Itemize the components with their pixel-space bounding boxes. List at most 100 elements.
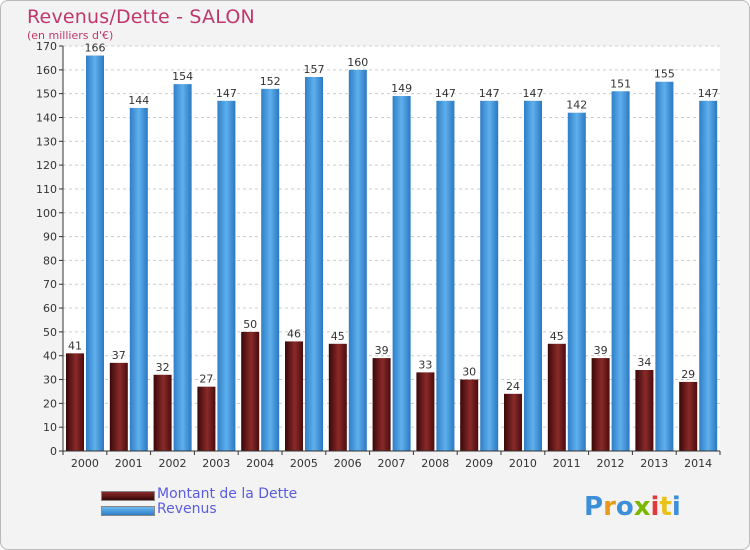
legend-item-revenue: Revenus [101,501,217,517]
x-tick-label: 2011 [553,457,581,470]
bar-debt [372,358,391,451]
bar-debt [66,353,84,451]
data-label-debt: 32 [156,361,170,374]
y-tick-label: 90 [43,231,57,244]
data-label-debt: 46 [287,327,301,340]
data-label-debt: 45 [550,330,564,343]
bar-revenue [699,100,718,451]
bar-debt [635,370,654,451]
plot-background [63,46,720,451]
x-tick-label: 2013 [640,457,668,470]
y-tick-label: 170 [36,40,57,53]
y-tick-label: 10 [43,421,57,434]
x-tick-label: 2014 [684,457,712,470]
data-label-revenue: 151 [610,77,631,90]
data-label-revenue: 142 [566,99,587,112]
y-tick-label: 160 [36,64,57,77]
data-label-revenue: 155 [654,68,675,81]
data-label-debt: 30 [462,366,476,379]
bar-debt [197,386,216,451]
y-tick-label: 70 [43,278,57,291]
bar-revenue [86,55,104,451]
bar-revenue [348,69,367,451]
y-tick-label: 0 [50,445,57,458]
x-tick-label: 2012 [597,457,625,470]
bar-debt [153,374,172,451]
bar-debt [547,343,566,451]
data-label-debt: 39 [594,344,608,357]
bar-revenue [129,107,148,452]
legend-item-debt: Montant de la Dette [101,486,297,502]
data-label-revenue: 152 [260,75,281,88]
bar-revenue [480,100,499,451]
data-label-debt: 24 [506,380,520,393]
bar-revenue [173,84,192,451]
bar-revenue [524,100,542,451]
data-label-revenue: 147 [435,87,456,100]
chart-subtitle: (en milliers d'€) [27,29,114,42]
proxiti-logo: Proxiti [584,492,681,522]
y-tick-label: 20 [43,397,57,410]
legend-swatch-debt [101,491,155,501]
plot-area [63,46,720,451]
y-tick-label: 120 [36,159,57,172]
data-label-revenue: 147 [216,87,237,100]
y-tick-label: 60 [43,302,57,315]
x-tick-label: 2008 [421,457,449,470]
data-label-revenue: 160 [347,56,368,69]
bar-debt [504,393,522,451]
data-label-revenue: 154 [172,70,193,83]
bar-revenue [392,96,411,451]
data-label-debt: 34 [637,356,651,369]
bar-revenue [305,76,323,452]
axes: 0 10 20 30 40 50 60 70 80 90 100 110 120 130 140 150 160… [36,40,721,470]
bar-revenue [655,81,674,451]
x-tick-label: 2007 [378,457,406,470]
data-label-revenue: 147 [479,87,500,100]
bar-debt [460,379,479,451]
bars [66,55,718,452]
y-tick-label: 30 [43,374,57,387]
y-tick-label: 110 [36,183,57,196]
bar-debt [285,341,303,451]
x-tick-label: 2000 [71,457,99,470]
value-labels: 41 166 37 144 32 154 27 147 50 152 46 157 45 160 39 149… [68,42,719,393]
bar-revenue [436,100,455,451]
bar-revenue [217,100,236,451]
bar-debt [328,343,347,451]
data-label-revenue: 147 [698,87,719,100]
data-label-revenue: 147 [523,87,544,100]
x-tick-label: 2009 [465,457,493,470]
data-label-revenue: 149 [391,82,412,95]
data-label-debt: 33 [418,358,432,371]
y-tick-label: 50 [43,326,57,339]
legend-label-debt: Montant de la Dette [157,486,298,502]
svg-text:Proxiti: Proxiti [584,492,681,522]
x-tick-label: 2006 [334,457,362,470]
y-tick-label: 80 [43,254,57,267]
legend-swatch-revenue [101,506,155,516]
data-label-revenue: 157 [304,63,325,76]
data-label-debt: 45 [331,330,345,343]
data-label-debt: 41 [68,339,82,352]
bar-revenue [611,91,630,451]
data-label-debt: 29 [681,368,695,381]
bar-revenue [261,88,280,451]
data-label-debt: 37 [112,349,126,362]
x-tick-label: 2003 [202,457,230,470]
bar-revenue [567,112,586,452]
bar-debt [416,372,435,451]
y-tick-label: 150 [36,88,57,101]
y-tick-label: 40 [43,350,57,363]
bar-debt [109,362,128,451]
x-tick-label: 2004 [246,457,274,470]
x-tick-label: 2010 [509,457,537,470]
chart-title: Revenus/Dette - SALON [27,6,255,28]
data-label-revenue: 144 [128,94,149,107]
x-tick-label: 2001 [115,457,143,470]
y-tick-label: 100 [36,207,57,220]
bar-debt [241,331,260,451]
data-label-debt: 50 [243,318,257,331]
